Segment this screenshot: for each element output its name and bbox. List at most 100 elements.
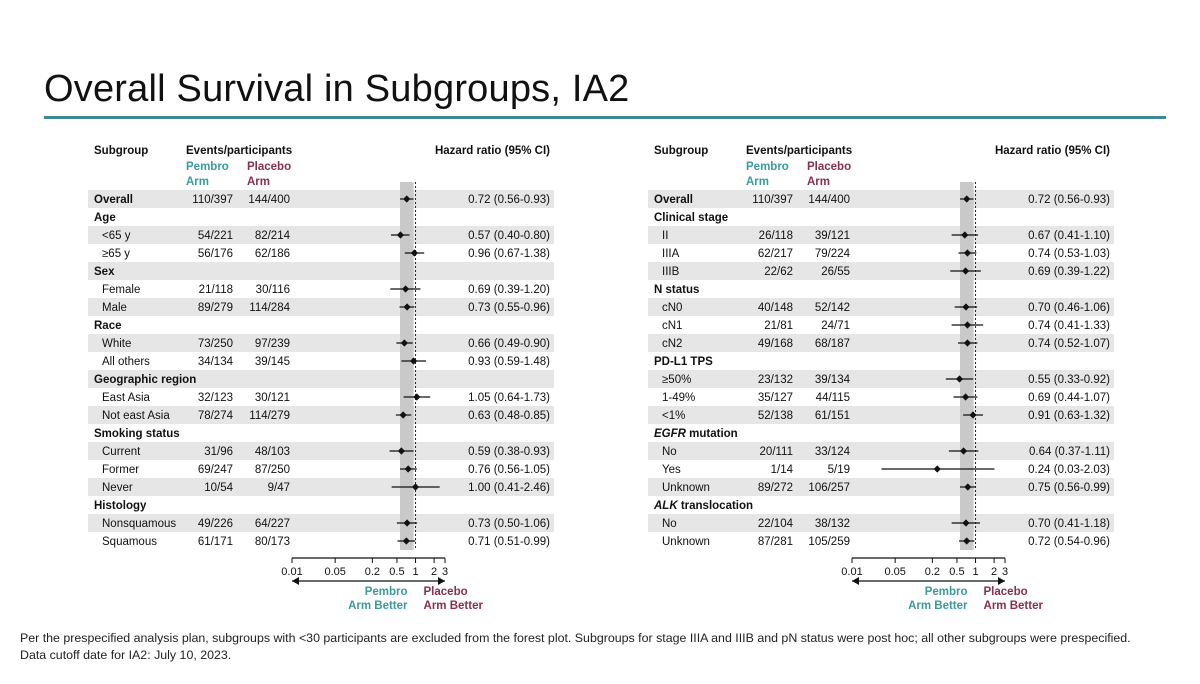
- R-header-pembro-line2: Arm: [746, 176, 769, 188]
- L-row-stripe: [88, 262, 554, 280]
- L-placebo-events: 144/400: [248, 194, 290, 206]
- R-row-stripe: [648, 370, 1114, 388]
- L-group-label: Sex: [94, 266, 115, 278]
- L-hr-point: [403, 195, 411, 203]
- R-row-stripe: [648, 262, 1114, 280]
- L-placebo-events: 97/239: [255, 338, 290, 350]
- R-placebo-events: 44/115: [816, 392, 850, 404]
- L-hr-point: [396, 231, 405, 239]
- L-hr-point: [411, 483, 420, 491]
- R-arrow-left-head: [852, 577, 859, 585]
- L-subgroup-label: Current: [102, 446, 141, 458]
- R-row-stripe: [648, 226, 1114, 244]
- R-pembro-events: 110/397: [752, 194, 793, 206]
- R-placebo-events: 79/224: [815, 248, 851, 260]
- R-placebo-events: 26/55: [821, 266, 850, 278]
- R-hr-text: 0.69 (0.39-1.22): [1028, 266, 1110, 278]
- R-group-label: Clinical stage: [654, 212, 728, 224]
- R-hr-point: [955, 375, 964, 383]
- L-hr-text: 1.05 (0.64-1.73): [468, 392, 550, 404]
- R-x-tick-label: 0.05: [884, 566, 905, 578]
- R-x-tick-label: 1: [972, 566, 978, 578]
- R-placebo-events: 106/257: [808, 482, 850, 494]
- L-hr-text: 0.73 (0.55-0.96): [468, 302, 550, 314]
- R-x-label-placebo-line2: Arm Better: [984, 600, 1044, 612]
- R-x-tick-label: 3: [1002, 566, 1008, 578]
- L-hr-point: [410, 249, 419, 257]
- R-header-subgroup: Subgroup: [654, 145, 708, 157]
- L-header-pembro: Pembro Arm: [186, 161, 229, 188]
- L-hr-text: 0.72 (0.56-0.93): [468, 194, 550, 206]
- R-subgroup-label: cN1: [662, 320, 682, 332]
- R-hr-point: [961, 393, 970, 401]
- L-group-label: Race: [94, 320, 122, 332]
- R-subgroup-label: <1%: [662, 410, 685, 422]
- L-pembro-events: 32/123: [198, 392, 233, 404]
- R-group-label: EGFR mutation: [654, 428, 738, 440]
- L-pembro-events: 61/171: [198, 536, 233, 548]
- L-hr-point: [400, 339, 408, 347]
- L-hr-point: [399, 411, 407, 419]
- L-hr-text: 0.57 (0.40-0.80): [468, 230, 550, 242]
- R-row-stripe: [648, 514, 1114, 532]
- R-pembro-events: 40/148: [758, 302, 793, 314]
- R-subgroup-label: cN0: [662, 302, 682, 314]
- R-pembro-events: 23/132: [758, 374, 793, 386]
- R-pembro-events: 35/127: [758, 392, 793, 404]
- L-subgroup-label: ≥65 y: [102, 248, 130, 260]
- R-hr-point: [964, 483, 972, 491]
- L-x-label-pembro-better: Pembro Arm Better: [348, 586, 408, 612]
- L-hr-text: 1.00 (0.41-2.46): [468, 482, 550, 494]
- R-hr-point: [963, 339, 972, 347]
- L-row-stripe: [88, 226, 554, 244]
- L-pembro-events: 69/247: [198, 464, 233, 476]
- R-subgroup-label: II: [662, 230, 668, 242]
- R-placebo-events: 39/134: [815, 374, 851, 386]
- L-hr-point: [397, 447, 405, 455]
- R-group-label-rest: translocation: [678, 500, 753, 512]
- L-x-label-pembro-line2: Arm Better: [348, 600, 408, 612]
- L-arrow-right-head: [438, 577, 445, 585]
- R-x-tick-label: 0.5: [949, 566, 964, 578]
- L-hr-point: [413, 393, 421, 401]
- R-hr-text: 0.75 (0.56-0.99): [1028, 482, 1110, 494]
- L-hr-point: [401, 285, 410, 293]
- L-hr-text: 0.73 (0.50-1.06): [468, 518, 550, 530]
- L-row-stripe: [88, 370, 554, 388]
- R-placebo-events: 105/259: [808, 536, 850, 548]
- L-placebo-events: 48/103: [255, 446, 290, 458]
- R-hr-point: [962, 519, 970, 527]
- R-row-stripe: [648, 298, 1114, 316]
- R-x-tick-label: 0.01: [841, 566, 862, 578]
- R-pembro-events: 26/118: [759, 230, 793, 242]
- R-hr-text: 0.69 (0.44-1.07): [1028, 392, 1110, 404]
- R-pembro-events: 49/168: [758, 338, 793, 350]
- L-row-stripe: [88, 406, 554, 424]
- R-hr-point: [963, 321, 972, 329]
- R-hr-text: 0.70 (0.46-1.06): [1028, 302, 1110, 314]
- L-placebo-events: 64/227: [255, 518, 290, 530]
- footnote: Per the prespecified analysis plan, subg…: [20, 630, 1190, 664]
- R-subgroup-label: cN2: [662, 338, 682, 350]
- R-x-label-pembro-line1: Pembro: [925, 586, 968, 598]
- R-pembro-events: 87/281: [758, 536, 793, 548]
- R-placebo-events: 39/121: [815, 230, 850, 242]
- L-hr-text: 0.96 (0.67-1.38): [468, 248, 550, 260]
- L-pembro-events: 56/176: [198, 248, 233, 260]
- R-subgroup-label: IIIB: [662, 266, 680, 278]
- R-pembro-events: 22/62: [764, 266, 793, 278]
- L-subgroup-label: <65 y: [102, 230, 131, 242]
- L-row-stripe: [88, 478, 554, 496]
- R-subgroup-label: No: [662, 518, 677, 530]
- R-header-hazard-ratio: Hazard ratio (95% CI): [995, 145, 1110, 157]
- forest-plot-right: Subgroup Events/participants Pembro Arm Plac…: [648, 132, 1118, 622]
- R-subgroup-label: No: [662, 446, 677, 458]
- R-hr-text: 0.70 (0.41-1.18): [1028, 518, 1110, 530]
- R-header-placebo-line1: Placebo: [807, 161, 851, 173]
- R-pembro-events: 21/81: [764, 320, 793, 332]
- L-pembro-events: 78/274: [198, 410, 234, 422]
- L-overall-ci-band: [399, 182, 414, 550]
- L-subgroup-label: East Asia: [102, 392, 151, 404]
- R-header-pembro-line1: Pembro: [746, 161, 789, 173]
